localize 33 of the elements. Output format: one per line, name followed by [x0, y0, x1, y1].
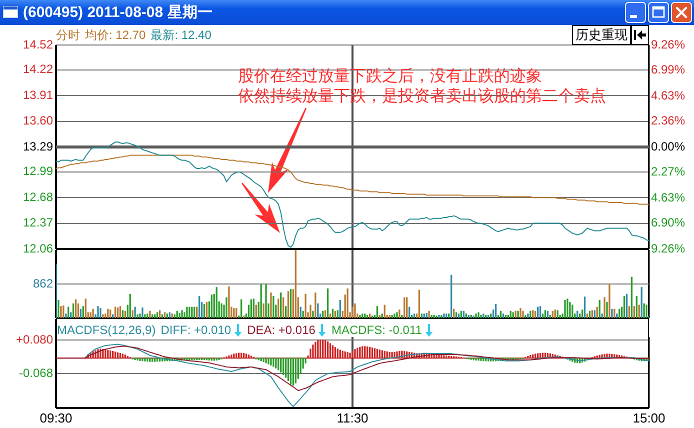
series-label: DIFF: +0.010	[160, 323, 232, 337]
y-tick-label: 14.52	[22, 37, 54, 52]
button: 历史重现	[572, 25, 631, 45]
chart-subtitle: 分时	[56, 28, 80, 42]
y2-tick-label: 6.90%	[651, 215, 686, 230]
y-tick-label: 12.99	[22, 164, 54, 178]
y-tick-label: 12.68	[22, 190, 54, 204]
text: 862	[32, 276, 54, 290]
series-label: MACDFS: -0.011	[331, 323, 422, 337]
y-tick-label: 12.37	[22, 216, 54, 230]
y2-tick-label: 0.00%	[651, 139, 686, 154]
x-tick-label: 11:30	[336, 410, 368, 426]
y2-tick-label: 9.26%	[651, 241, 686, 256]
y-tick-label: 13.60	[22, 114, 54, 128]
text: DEA: +0.016	[247, 323, 316, 337]
y-tick-label: +0.080	[16, 332, 54, 346]
y2-tick-label: 2.27%	[651, 164, 686, 178]
x-tick-label: 15:00	[632, 410, 666, 426]
x-tick-label: 09:30	[40, 410, 72, 426]
chart-title: MACDFS(12,26,9)	[57, 323, 156, 337]
y-tick-label: 14.22	[22, 62, 54, 76]
y2-tick-label: 4.63%	[651, 88, 686, 102]
y-tick-label: 13.29	[22, 139, 54, 154]
y2-tick-label: 9.26%	[651, 37, 686, 52]
y-tick-label: 12.06	[22, 241, 54, 256]
y2-tick-label: 2.36%	[651, 113, 686, 128]
y-tick-label: 13.91	[22, 88, 54, 102]
y2-tick-label: 4.63%	[651, 190, 686, 204]
chart-title: (600495) 2011-08-08 星期一	[23, 4, 212, 21]
text: 最新: 12.40	[150, 28, 212, 42]
y-tick-label: -0.068	[18, 366, 54, 380]
y2-tick-label: 6.99%	[651, 62, 686, 76]
text: 均价: 12.70	[85, 28, 146, 42]
